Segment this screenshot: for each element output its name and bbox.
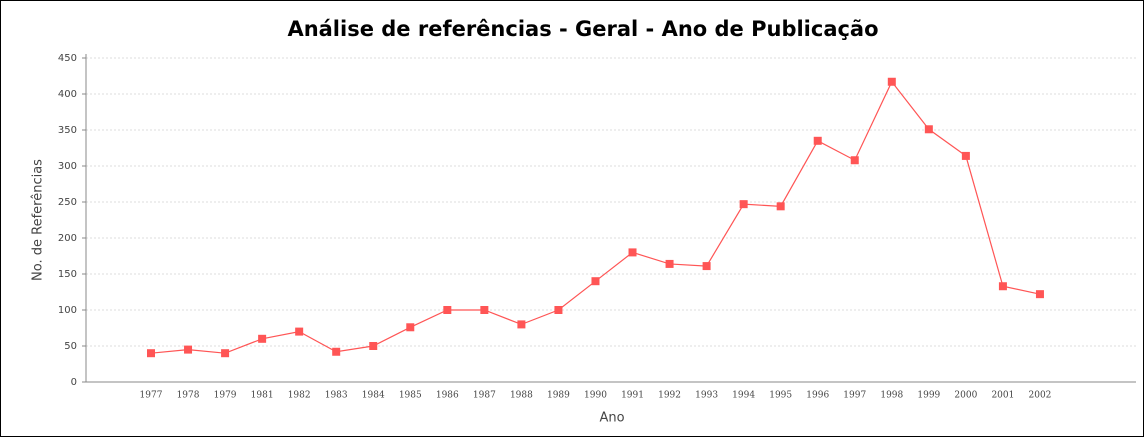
x-tick-label: 1986 <box>436 391 459 401</box>
marker <box>221 349 230 358</box>
marker <box>591 277 600 286</box>
y-tick-label: 400 <box>58 89 77 100</box>
marker <box>258 334 267 343</box>
x-tick-label: 1997 <box>843 391 866 401</box>
x-tick-label: 1991 <box>621 391 644 401</box>
marker <box>1035 290 1044 299</box>
x-tick-label: 1998 <box>880 391 903 401</box>
x-tick-label: 2000 <box>954 391 977 401</box>
x-tick-label: 1994 <box>732 391 755 401</box>
chart-title: Análise de referências - Geral - Ano de … <box>287 17 878 41</box>
marker <box>480 306 489 314</box>
marker <box>332 347 341 356</box>
marker <box>184 345 193 354</box>
x-tick-label: 1977 <box>140 391 163 401</box>
x-tick-label: 1990 <box>584 391 607 401</box>
marker <box>850 156 859 165</box>
marker <box>554 306 563 314</box>
marker <box>147 349 155 358</box>
marker <box>628 248 637 257</box>
marker <box>887 77 896 86</box>
x-tick-label: 1985 <box>399 391 422 401</box>
marker <box>443 306 452 314</box>
marker <box>665 259 674 268</box>
marker <box>295 327 304 336</box>
x-tick-label: 1984 <box>362 391 385 401</box>
marker <box>924 125 933 134</box>
x-tick-label: 1987 <box>473 391 496 401</box>
marker <box>998 282 1007 291</box>
x-tick-label: 2002 <box>1029 391 1052 401</box>
y-tick-label: 150 <box>58 269 77 280</box>
marker <box>776 202 785 211</box>
marker <box>517 320 526 329</box>
y-tick-label: 50 <box>64 341 77 352</box>
y-tick-label: 300 <box>58 161 77 172</box>
marker <box>406 323 415 332</box>
marker <box>369 342 378 350</box>
x-tick-label: 1992 <box>658 391 681 401</box>
marker <box>961 151 970 160</box>
x-tick-label: 1989 <box>547 391 570 401</box>
x-tick-label: 1999 <box>917 391 940 401</box>
marker <box>813 136 822 145</box>
y-tick-label: 200 <box>58 233 77 244</box>
y-tick-label: 250 <box>58 197 77 208</box>
x-tick-label: 1981 <box>251 391 274 401</box>
marker <box>739 200 748 209</box>
x-tick-label: 1996 <box>806 391 829 401</box>
x-tick-label: 1983 <box>325 391 348 401</box>
x-tick-label: 2001 <box>991 391 1014 401</box>
y-tick-label: 450 <box>58 53 77 64</box>
x-tick-label: 1978 <box>177 391 200 401</box>
marker <box>702 262 711 271</box>
x-tick-label: 1988 <box>510 391 533 401</box>
x-tick-label: 1982 <box>288 391 311 401</box>
x-tick-label: 1995 <box>769 391 792 401</box>
y-tick-label: 0 <box>71 377 77 388</box>
y-tick-label: 350 <box>58 125 77 136</box>
y-axis-label: No. de Referências <box>31 159 46 281</box>
x-tick-label: 1993 <box>695 391 718 401</box>
y-tick-label: 100 <box>58 305 77 316</box>
x-axis-label: Ano <box>599 411 624 426</box>
x-tick-label: 1979 <box>214 391 237 401</box>
